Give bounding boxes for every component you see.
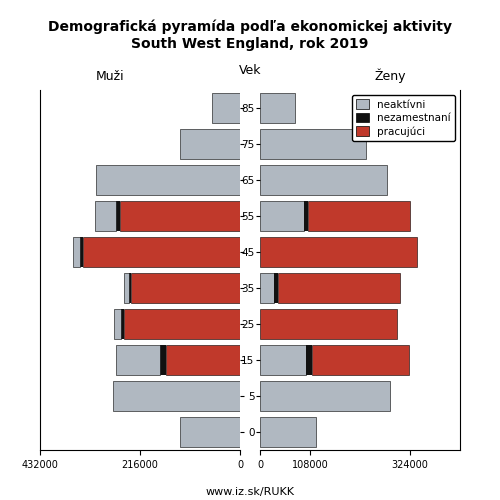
Bar: [116, 344, 160, 376]
Bar: [306, 344, 312, 376]
Bar: [260, 200, 304, 232]
Bar: [304, 200, 308, 232]
Bar: [131, 272, 240, 304]
Bar: [129, 272, 131, 304]
Bar: [260, 92, 294, 124]
Bar: [95, 200, 116, 232]
Text: Muži: Muži: [96, 70, 124, 83]
Bar: [260, 308, 396, 340]
Bar: [274, 272, 278, 304]
Bar: [166, 344, 240, 376]
Bar: [260, 236, 418, 268]
Bar: [260, 416, 316, 448]
Bar: [120, 200, 240, 232]
Text: Ženy: Ženy: [374, 68, 406, 83]
Bar: [114, 308, 120, 340]
Bar: [82, 236, 240, 268]
Bar: [74, 236, 80, 268]
Bar: [160, 344, 166, 376]
Bar: [80, 236, 82, 268]
Bar: [278, 272, 400, 304]
Bar: [112, 380, 240, 412]
Bar: [308, 200, 410, 232]
Legend: neaktívni, nezamestnaní, pracujúci: neaktívni, nezamestnaní, pracujúci: [352, 95, 455, 140]
Bar: [260, 128, 366, 160]
Text: Vek: Vek: [239, 64, 261, 78]
Bar: [260, 344, 306, 376]
Bar: [312, 344, 409, 376]
Bar: [116, 200, 119, 232]
Bar: [96, 164, 240, 196]
Bar: [124, 272, 129, 304]
Bar: [260, 164, 388, 196]
Text: Demografická pyramída podľa ekonomickej aktivity
South West England, rok 2019: Demografická pyramída podľa ekonomickej …: [48, 20, 452, 50]
Bar: [180, 128, 240, 160]
Text: www.iz.sk/RUKK: www.iz.sk/RUKK: [206, 487, 294, 497]
Bar: [260, 272, 274, 304]
Bar: [124, 308, 240, 340]
Bar: [260, 380, 390, 412]
Bar: [212, 92, 240, 124]
Bar: [120, 308, 124, 340]
Bar: [180, 416, 240, 448]
